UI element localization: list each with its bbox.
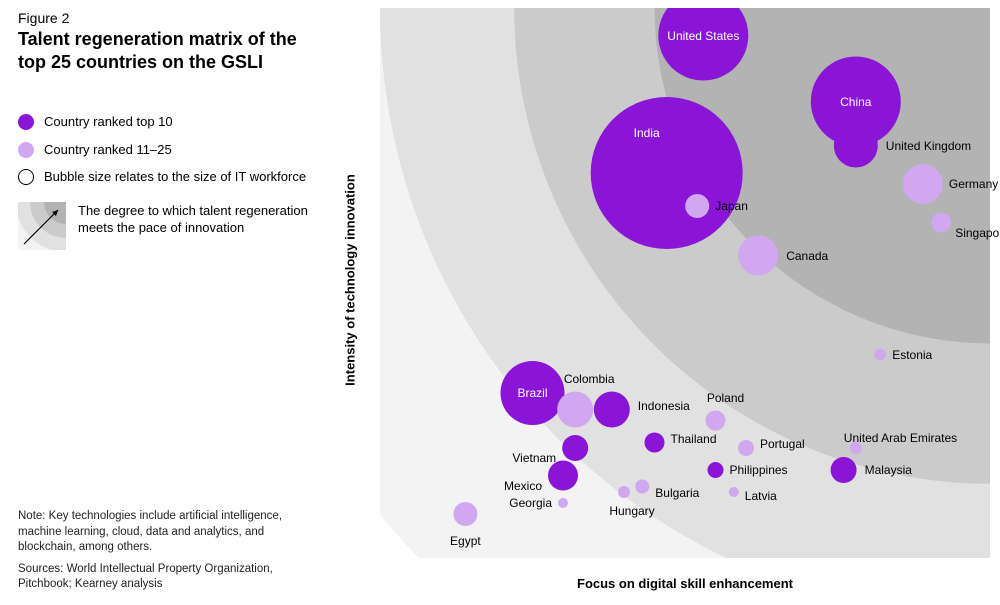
bubble-united-arab-emirates <box>850 442 862 454</box>
bubble-indonesia <box>594 392 630 428</box>
bubble-singapore <box>931 213 951 233</box>
note-text: Note: Key technologies include artificia… <box>18 509 288 556</box>
bubble-germany <box>903 164 943 204</box>
bubble-brazil <box>501 361 565 425</box>
sources-text: Sources: World Intellectual Property Org… <box>18 562 288 593</box>
legend-11-25: Country ranked 11–25 <box>18 141 318 159</box>
bubble-malaysia <box>831 457 857 483</box>
figure-label: Figure 2 <box>18 10 318 26</box>
legend-11-25-label: Country ranked 11–25 <box>44 141 172 159</box>
arc-legend-icon <box>18 202 66 250</box>
swatch-11-25 <box>18 142 34 158</box>
bubble-latvia <box>729 487 739 497</box>
bubble-canada <box>738 236 778 276</box>
bubble-chart: IndiaUnited StatesChinaUnited KingdomJap… <box>380 8 990 558</box>
legend-arcs: The degree to which talent regeneration … <box>18 202 318 250</box>
bubble-estonia <box>874 349 886 361</box>
legend-bubble-size-label: Bubble size relates to the size of IT wo… <box>44 168 306 186</box>
figure-notes: Note: Key technologies include artificia… <box>18 509 288 593</box>
bubble-georgia <box>558 498 568 508</box>
bubble-philippines <box>708 462 724 478</box>
bubble-mexico <box>548 461 578 491</box>
legend-top10: Country ranked top 10 <box>18 113 318 131</box>
bubble-united-kingdom <box>834 124 878 168</box>
y-axis-label: Intensity of technology innovation <box>343 174 358 386</box>
bubble-japan <box>685 194 709 218</box>
figure-title: Talent regeneration matrix of the top 25… <box>18 28 318 73</box>
swatch-top10 <box>18 114 34 130</box>
bubble-colombia <box>557 392 593 428</box>
bubble-hungary <box>618 486 630 498</box>
bubble-thailand <box>645 433 665 453</box>
bubble-india <box>591 97 743 249</box>
x-axis-label: Focus on digital skill enhancement <box>577 576 793 591</box>
legend-top10-label: Country ranked top 10 <box>44 113 173 131</box>
bubble-bulgaria <box>635 480 649 494</box>
figure-header: Figure 2 Talent regeneration matrix of t… <box>18 10 318 250</box>
bubble-egypt <box>453 502 477 526</box>
bubble-poland <box>706 411 726 431</box>
legend-arcs-label: The degree to which talent regeneration … <box>78 202 318 237</box>
legend-bubble-size: Bubble size relates to the size of IT wo… <box>18 168 318 186</box>
bubble-vietnam <box>562 435 588 461</box>
bubble-portugal <box>738 440 754 456</box>
swatch-hollow <box>18 169 34 185</box>
